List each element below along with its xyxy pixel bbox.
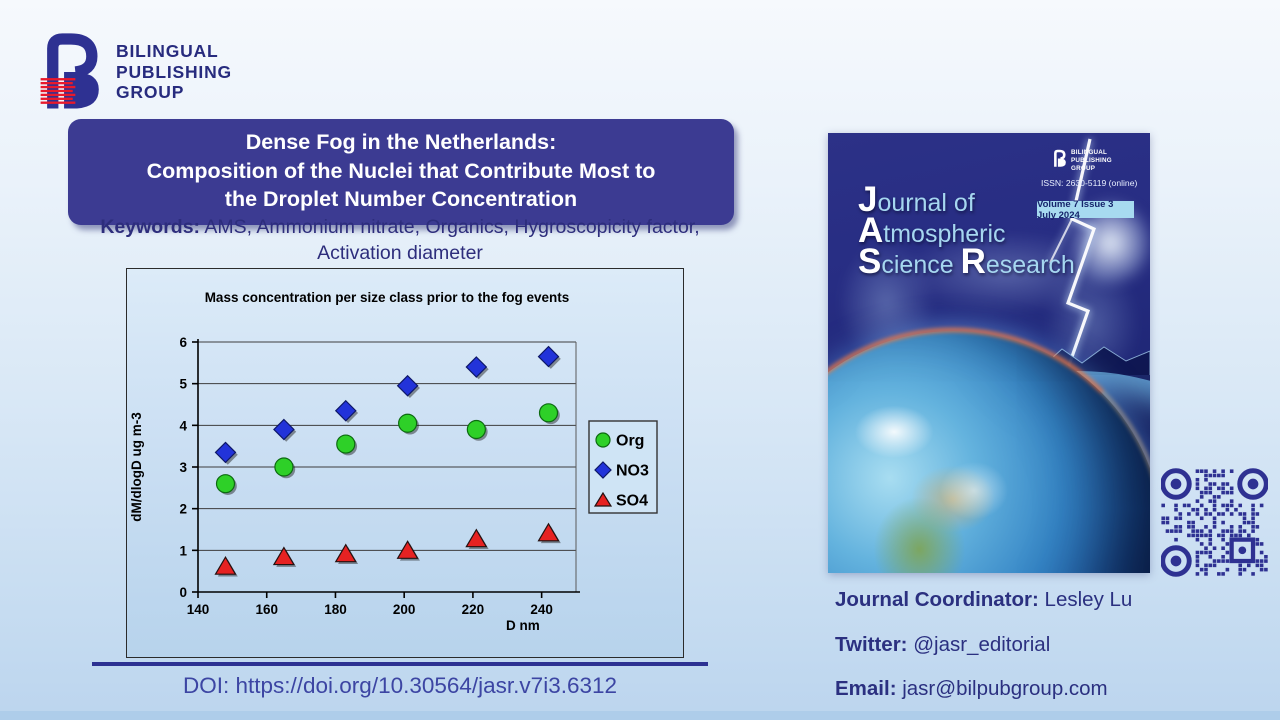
article-title: Dense Fog in the Netherlands: Compositio… [146, 130, 656, 212]
keywords: Keywords: AMS, Ammonium nitrate, Organic… [70, 215, 730, 266]
twitter-row: Twitter: @jasr_editorial [835, 633, 1132, 658]
separator-line [92, 662, 708, 666]
article-title-banner: Dense Fog in the Netherlands: Compositio… [68, 119, 734, 225]
cover-issn: ISSN: 2630-5119 (online) [1041, 178, 1138, 188]
svg-text:160: 160 [255, 602, 278, 617]
keywords-text: AMS, Ammonium nitrate, Organics, Hygrosc… [200, 216, 700, 264]
twitter-label: Twitter: [835, 632, 908, 656]
svg-text:240: 240 [530, 602, 553, 617]
svg-text:dM/dlogD ug m-3: dM/dlogD ug m-3 [129, 412, 144, 522]
logo-line-1: BILINGUAL [116, 41, 219, 62]
doi-link[interactable]: DOI: https://doi.org/10.30564/jasr.v7i3.… [182, 673, 618, 698]
cover-brand-line-3: GROUP [1071, 165, 1096, 173]
svg-text:1: 1 [179, 543, 187, 558]
svg-text:0: 0 [179, 585, 187, 600]
svg-text:3: 3 [179, 460, 187, 475]
logo-line-3: GROUP [116, 82, 185, 103]
cover-title-line: Journal of [858, 180, 975, 219]
journal-cover: BILINGUAL PUBLISHING GROUP ISSN: 2630-51… [828, 133, 1150, 573]
svg-text:Org: Org [616, 433, 644, 450]
svg-text:NO3: NO3 [616, 463, 649, 480]
svg-text:SO4: SO4 [616, 493, 648, 510]
cover-publisher-logo-icon [1054, 149, 1066, 167]
bpg-logo-icon [40, 33, 99, 109]
cover-publisher-name: BILINGUAL PUBLISHING GROUP [1071, 149, 1112, 174]
mass-concentration-chart: Mass concentration per size class prior … [126, 268, 684, 658]
bottom-strip [0, 711, 1280, 720]
cover-journal-title: Journal of Atmospheric Science Research [858, 180, 1075, 281]
bpg-logo-text: BILINGUAL PUBLISHING GROUP [116, 41, 232, 103]
qr-code[interactable] [1161, 467, 1268, 577]
svg-text:200: 200 [393, 602, 416, 617]
keywords-label: Keywords: [100, 216, 201, 238]
email-label: Email: [835, 677, 897, 701]
svg-text:4: 4 [179, 418, 187, 433]
email-row: Email: jasr@bilpubgroup.com [835, 677, 1132, 702]
svg-text:180: 180 [324, 602, 347, 617]
journal-coordinator-row: Journal Coordinator: Lesley Lu [835, 588, 1132, 613]
cover-title-line: Science Research [858, 242, 1075, 281]
svg-text:220: 220 [462, 602, 485, 617]
cover-publisher-logo: BILINGUAL PUBLISHING GROUP [1052, 149, 1112, 174]
cover-volume-badge: Volume 7 Issue 3 July 2024 [1037, 199, 1134, 221]
contact-info: Journal Coordinator: Lesley Lu Twitter: … [835, 588, 1132, 720]
cover-brand-line-1: BILINGUAL [1071, 149, 1108, 156]
series-NO3 [214, 345, 561, 465]
journal-coordinator-label: Journal Coordinator: [835, 588, 1039, 611]
bpg-logo: BILINGUAL PUBLISHING GROUP [38, 30, 232, 114]
cover-title-line: Atmospheric [858, 211, 1006, 250]
svg-text:D nm: D nm [506, 618, 540, 633]
cover-brand-line-2: PUBLISHING [1071, 157, 1112, 165]
svg-text:140: 140 [187, 602, 210, 617]
chart-legend: Org NO3 SO4 [588, 420, 658, 514]
series-SO4 [214, 522, 561, 577]
journal-coordinator-value: Lesley Lu [1038, 588, 1133, 611]
chart-canvas: Mass concentration per size class prior … [129, 290, 658, 633]
svg-text:Mass concentration per size cl: Mass concentration per size class prior … [205, 290, 570, 305]
twitter-handle: @jasr_editorial [907, 632, 1051, 656]
svg-text:5: 5 [179, 377, 187, 392]
email-address: jasr@bilpubgroup.com [896, 677, 1108, 701]
svg-text:2: 2 [179, 502, 187, 517]
logo-line-2: PUBLISHING [116, 61, 232, 82]
svg-text:6: 6 [179, 335, 187, 350]
series-Org [215, 403, 560, 495]
